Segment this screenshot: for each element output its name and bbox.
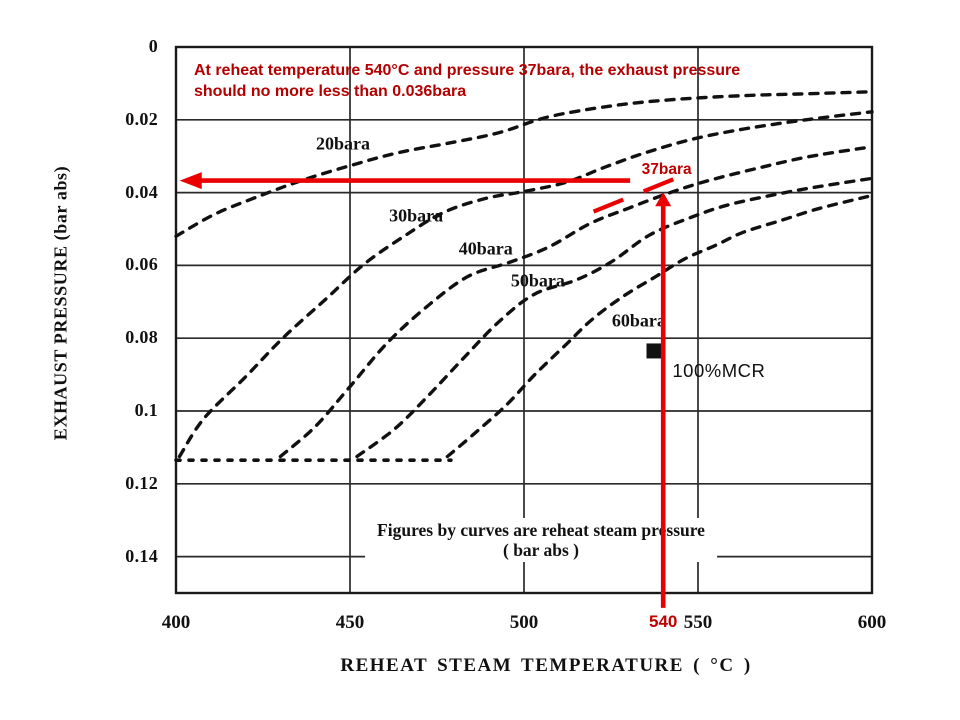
y-tick-0.04: 0.04: [125, 181, 158, 202]
x-tick-500: 500: [509, 612, 539, 633]
curve-label-40bara: 40bara: [458, 238, 513, 259]
y-tick-0.12: 0.12: [125, 472, 158, 493]
curve-20bara: [174, 90, 874, 238]
curve-label-30bara: 30bara: [389, 205, 444, 226]
red-dashed-interpolation: [592, 177, 675, 214]
x-tick-400: 400: [161, 612, 191, 633]
x-tick-600: 600: [857, 612, 887, 633]
curve-label-50bara: 50bara: [510, 270, 565, 291]
x-tick-550: 550: [683, 612, 713, 633]
curve-30bara: [177, 110, 874, 459]
y-tick-0: 0: [148, 36, 158, 56]
x-axis-title: REHEAT STEAM TEMPERATURE ( °C ): [340, 655, 752, 676]
curve-label-20bara: 20bara: [316, 133, 371, 154]
annotation-note-line2: should no more less than 0.036bara: [194, 83, 467, 100]
annotation-note: At reheat temperature 540°C and pressure…: [194, 60, 814, 102]
x-tick-540: 540: [649, 612, 678, 631]
y-tick-0.06: 0.06: [125, 254, 158, 275]
plot-frame: [174, 45, 874, 595]
label-37bara: 37bara: [641, 160, 692, 178]
annotation-note-line1: At reheat temperature 540°C and pressure…: [194, 62, 741, 79]
footnote: Figures by curves are reheat steam press…: [365, 518, 717, 562]
red-vertical-arrowhead: [655, 192, 672, 207]
mcr-marker: [646, 343, 663, 359]
red-horizontal-arrowhead: [179, 172, 202, 190]
curve-50bara: [355, 176, 874, 459]
mcr-label: 100%MCR: [672, 359, 766, 381]
footnote-line2: ( bar abs ): [502, 540, 580, 560]
footnote-line1: Figures by curves are reheat steam press…: [377, 520, 705, 540]
y-tick-0.08: 0.08: [125, 327, 158, 348]
curve-40bara: [278, 145, 874, 459]
x-tick-450: 450: [335, 612, 365, 633]
y-tick-0.02: 0.02: [125, 108, 158, 129]
curve-60bara: [445, 193, 874, 459]
y-tick-0.1: 0.1: [134, 400, 158, 420]
y-tick-0.14: 0.14: [125, 545, 158, 566]
curve-label-60bara: 60bara: [611, 310, 666, 331]
